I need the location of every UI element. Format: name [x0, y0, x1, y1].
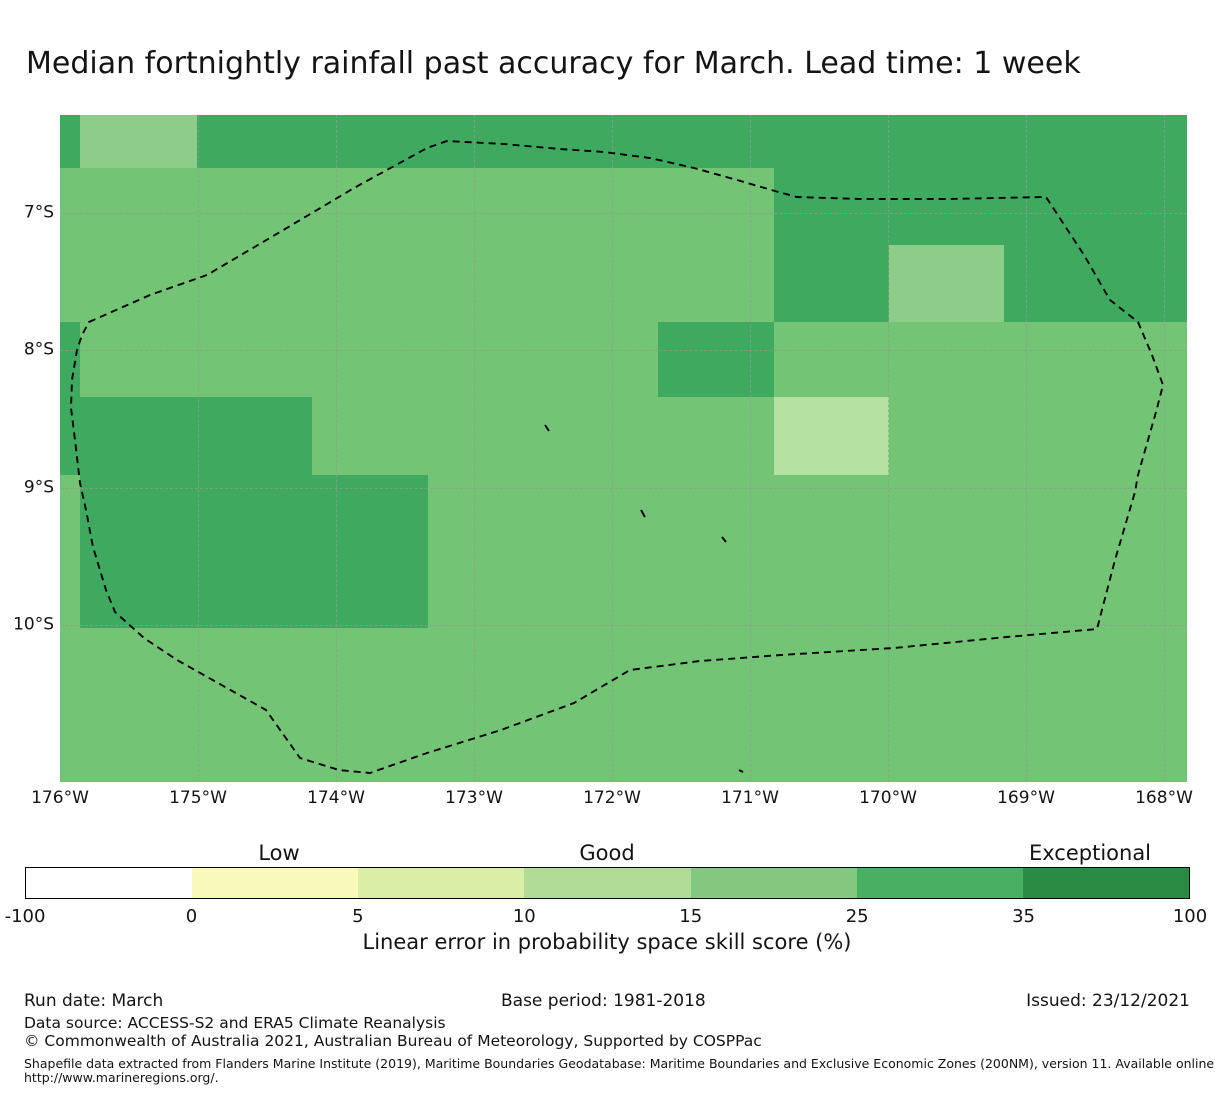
- x-tick-label: 175°W: [169, 788, 227, 808]
- colorbar-segment: [856, 868, 1023, 898]
- colorbar-segment: [358, 868, 525, 898]
- y-tick-label: 7°S: [23, 202, 54, 223]
- y-tick-label: 9°S: [23, 477, 54, 498]
- colorbar-category-label: Good: [579, 841, 635, 865]
- footer-run-date: Run date: March: [24, 991, 164, 1011]
- colorbar: [25, 867, 1190, 899]
- colorbar-segment: [192, 868, 359, 898]
- eez-boundary-line: [70, 140, 1164, 774]
- x-tick-label: 169°W: [997, 788, 1055, 808]
- x-tick-label: 172°W: [583, 788, 641, 808]
- footer-data-source: Data source: ACCESS-S2 and ERA5 Climate …: [24, 1014, 446, 1032]
- colorbar-tick-label: 100: [1172, 906, 1208, 927]
- x-tick-label: 171°W: [721, 788, 779, 808]
- island-mark: [721, 536, 727, 543]
- island-mark: [640, 509, 646, 518]
- colorbar-tick-label: 15: [679, 906, 703, 927]
- x-tick-label: 174°W: [307, 788, 365, 808]
- colorbar-tick-label: -100: [4, 906, 46, 927]
- x-tick-label: 170°W: [859, 788, 917, 808]
- footer-shapefile-note: Shapefile data extracted from Flanders M…: [24, 1056, 1215, 1071]
- island-mark: [738, 769, 744, 773]
- colorbar-category-label: Low: [258, 841, 300, 865]
- x-tick-label: 176°W: [31, 788, 89, 808]
- x-tick-label: 168°W: [1135, 788, 1193, 808]
- colorbar-segment: [690, 868, 857, 898]
- colorbar-tick-label: 0: [185, 906, 198, 927]
- colorbar-axis-label: Linear error in probability space skill …: [362, 930, 852, 954]
- colorbar-segment: [26, 868, 193, 898]
- colorbar-tick-label: 25: [845, 906, 869, 927]
- colorbar-tick-label: 10: [512, 906, 536, 927]
- chart-title: Median fortnightly rainfall past accurac…: [26, 46, 1081, 81]
- colorbar-segment: [1022, 868, 1189, 898]
- footer-shapefile-url: http://www.marineregions.org/.: [24, 1070, 219, 1085]
- footer-issued: Issued: 23/12/2021: [1026, 991, 1190, 1011]
- island-mark: [544, 424, 550, 432]
- colorbar-category-label: Exceptional: [1028, 841, 1152, 865]
- colorbar-segment: [524, 868, 691, 898]
- footer-copyright: © Commonwealth of Australia 2021, Austra…: [24, 1032, 762, 1050]
- footer-base-period: Base period: 1981-2018: [501, 991, 706, 1011]
- y-tick-label: 8°S: [23, 339, 54, 360]
- colorbar-tick-label: 5: [352, 906, 364, 927]
- x-tick-label: 173°W: [445, 788, 503, 808]
- y-tick-label: 10°S: [13, 614, 54, 635]
- colorbar-tick-label: 35: [1012, 906, 1036, 927]
